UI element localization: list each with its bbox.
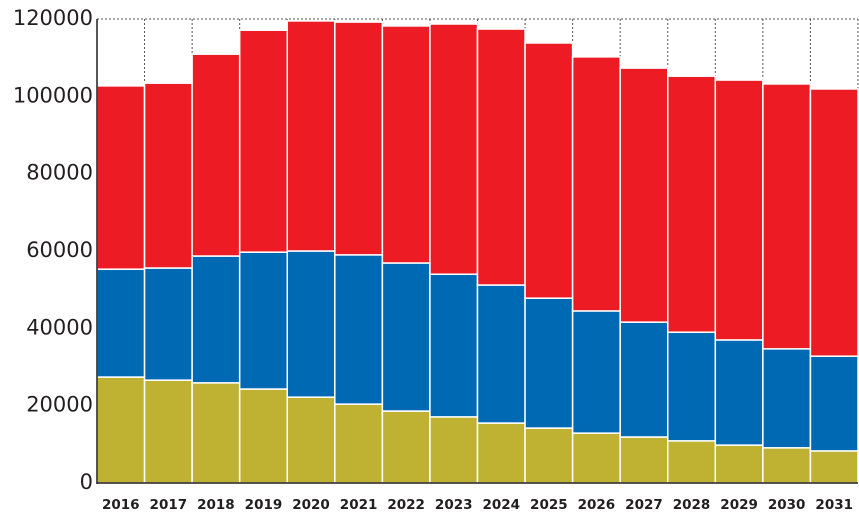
y-tick-label: 20000 [26, 393, 93, 417]
y-tick-label: 120000 [13, 6, 93, 30]
bar-segment [96, 268, 146, 378]
bar-segment [476, 28, 526, 286]
x-tick-label: 2028 [673, 497, 711, 513]
bar-segment [714, 79, 764, 341]
bar-segment [809, 355, 859, 452]
x-tick-label: 2026 [578, 497, 616, 513]
bar-segment [619, 321, 669, 438]
bar-segment [429, 23, 479, 275]
bar-segment [619, 67, 669, 323]
y-tick-label: 80000 [26, 161, 93, 185]
x-tick-label: 2025 [530, 497, 568, 513]
bar-segment [476, 422, 526, 484]
bar-segment [667, 440, 717, 484]
bar-segment [286, 20, 336, 252]
bar-segment [476, 284, 526, 424]
y-tick-label: 100000 [13, 83, 93, 107]
y-tick-label: 0 [80, 470, 93, 494]
bar-segment [143, 267, 193, 381]
bar-segment [143, 379, 193, 484]
bar-segment [381, 410, 431, 484]
bar-segment [286, 396, 336, 484]
x-tick-label: 2022 [387, 497, 425, 513]
bar-segment [96, 376, 146, 484]
bar-segment [571, 310, 621, 434]
bar-segment [334, 21, 384, 256]
bar-segment [191, 53, 241, 257]
bar-segment [191, 255, 241, 384]
bar-segment [667, 75, 717, 333]
bar-segment [524, 297, 574, 429]
bar-segment [714, 339, 764, 446]
x-tick-label: 2031 [815, 497, 853, 513]
x-tick-label: 2024 [482, 497, 520, 513]
bar-segment [429, 416, 479, 484]
x-tick-label: 2016 [102, 497, 140, 513]
bar-segment [381, 262, 431, 412]
bar-segment [238, 388, 288, 484]
x-tick-label: 2029 [720, 497, 758, 513]
bar-segment [524, 427, 574, 484]
bar-segment [96, 85, 146, 270]
bar-segment [762, 83, 812, 350]
bar-segment [619, 436, 669, 484]
bar-segment [571, 432, 621, 484]
x-tick-label: 2023 [435, 497, 473, 513]
y-tick-label: 40000 [26, 315, 93, 339]
x-tick-label: 2027 [625, 497, 663, 513]
bar-segment [667, 331, 717, 442]
bar-segment [809, 450, 859, 484]
bar-segment [809, 88, 859, 357]
x-tick-label: 2019 [245, 497, 283, 513]
y-tick-label: 60000 [26, 238, 93, 262]
bar-segment [143, 82, 193, 269]
x-tick-label: 2030 [768, 497, 806, 513]
x-tick-label: 2017 [150, 497, 188, 513]
x-tick-label: 2018 [197, 497, 235, 513]
bar-segment [524, 42, 574, 299]
bar-segment [762, 447, 812, 484]
bar-segment [571, 56, 621, 312]
bar-segment [762, 348, 812, 449]
bar-segment [238, 251, 288, 390]
bar-segment [286, 250, 336, 398]
bar-segment [334, 254, 384, 405]
bar-segment [334, 403, 384, 484]
x-tick-label: 2020 [292, 497, 330, 513]
bar-segment [381, 25, 431, 264]
bar-segment [191, 382, 241, 484]
bar-segment [238, 29, 288, 253]
x-tick-label: 2021 [340, 497, 378, 513]
bar-segment [429, 273, 479, 418]
bar-segment [714, 444, 764, 484]
